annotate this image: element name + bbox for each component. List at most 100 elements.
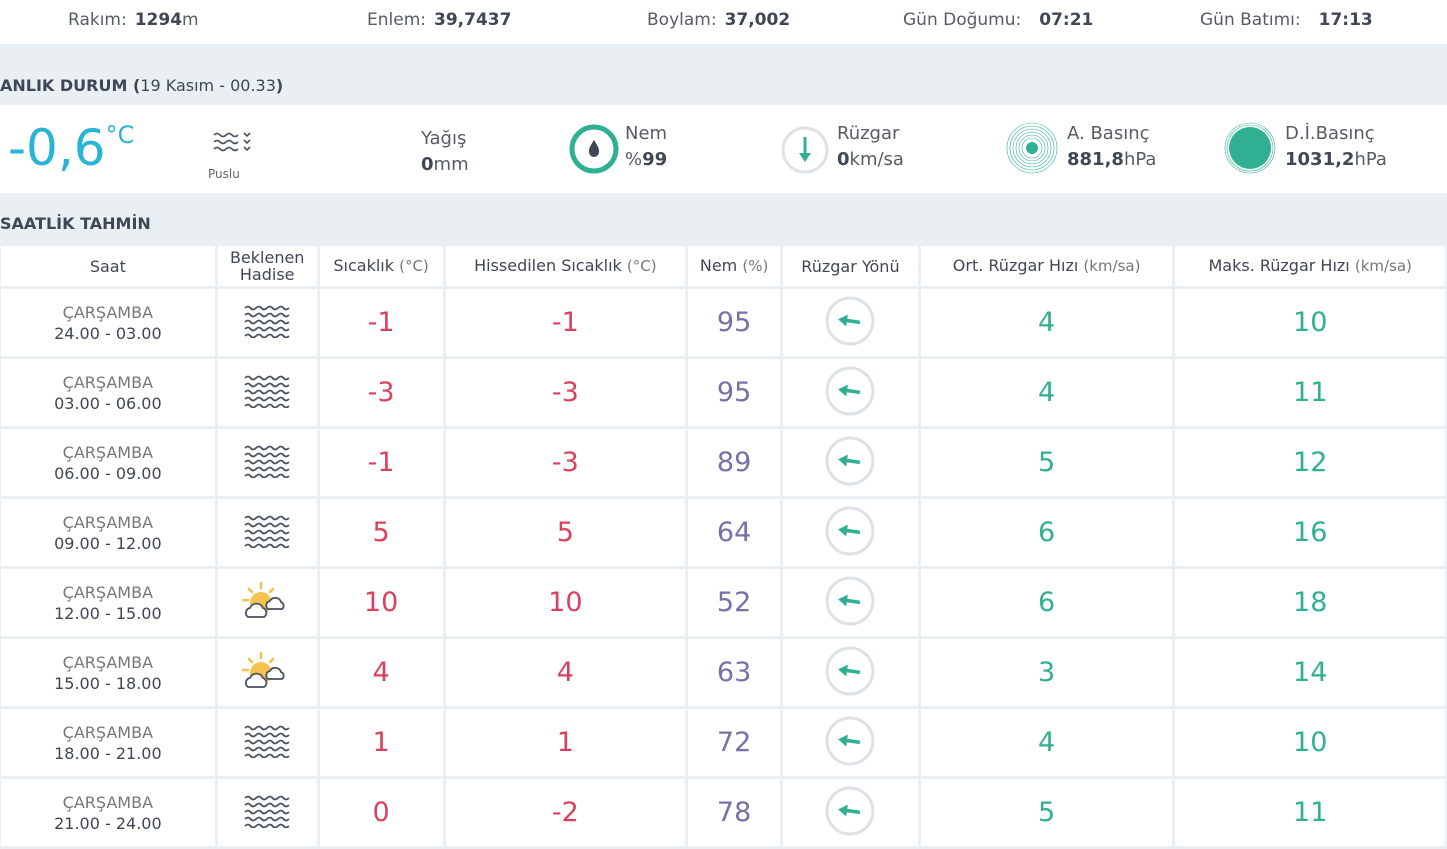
humidity-cell: 64: [688, 499, 781, 566]
feels-like-cell: -2: [445, 779, 686, 846]
pressure-icon: [1006, 122, 1058, 174]
rain-value: 0mm: [421, 154, 469, 175]
temp-cell: 0: [319, 779, 443, 846]
avg-wind-cell: 6: [920, 569, 1173, 636]
time-cell: ÇARŞAMBA 24.00 - 03.00: [1, 289, 215, 356]
pressure-value: 881,8hPa: [1067, 149, 1157, 170]
avg-wind-cell: 5: [920, 779, 1173, 846]
condition-cell: [217, 359, 317, 426]
condition-cell: [217, 569, 317, 636]
wind-direction-cell: [783, 779, 918, 846]
time-cell: ÇARŞAMBA 21.00 - 24.00: [1, 779, 215, 846]
table-row: ÇARŞAMBA 12.00 - 15.00 10 10 52 6 18: [1, 569, 1445, 636]
wind-direction-cell: [783, 359, 918, 426]
humidity-cell: 95: [688, 289, 781, 356]
sea-pressure-icon: [1224, 122, 1276, 174]
fog-icon: [244, 305, 290, 338]
condition-cell: [217, 709, 317, 776]
column-header: Maks. Rüzgar Hızı (km/sa): [1175, 246, 1445, 286]
wind-direction-icon: [825, 646, 875, 695]
wind-direction-icon: [825, 506, 875, 555]
table-row: ÇARŞAMBA 18.00 - 21.00 1 1 72 4 10: [1, 709, 1445, 776]
max-wind-cell: 10: [1175, 289, 1445, 356]
wind-direction-cell: [783, 499, 918, 566]
avg-wind-cell: 6: [920, 499, 1173, 566]
humidity-value: %99: [625, 149, 668, 170]
table-row: ÇARŞAMBA 06.00 - 09.00 -1 -3 89 5 12: [1, 429, 1445, 496]
feels-like-cell: 4: [445, 639, 686, 706]
feels-like-cell: -3: [445, 429, 686, 496]
humidity-cell: 89: [688, 429, 781, 496]
max-wind-cell: 12: [1175, 429, 1445, 496]
altitude-value: 1294: [134, 10, 183, 30]
condition-cell: [217, 429, 317, 496]
feels-like-cell: 10: [445, 569, 686, 636]
wind-value: 0km/sa: [837, 149, 904, 170]
column-header: Saat: [1, 246, 215, 286]
time-cell: ÇARŞAMBA 03.00 - 06.00: [1, 359, 215, 426]
avg-wind-cell: 4: [920, 359, 1173, 426]
location-info-bar: Rakım: 1294m Enlem: 39,7437 Boylam: 37,002 …: [0, 0, 1447, 44]
column-header: Rüzgar Yönü: [783, 246, 918, 286]
avg-wind-cell: 5: [920, 429, 1173, 496]
wind-direction-icon: [825, 576, 875, 625]
wind-direction-icon: [825, 436, 875, 485]
column-header: Hissedilen Sıcaklık (°C): [445, 246, 686, 286]
time-cell: ÇARŞAMBA 15.00 - 18.00: [1, 639, 215, 706]
wind-direction-icon: [825, 786, 875, 835]
avg-wind-cell: 3: [920, 639, 1173, 706]
wind-direction-cell: [783, 289, 918, 356]
max-wind-cell: 16: [1175, 499, 1445, 566]
wind-direction-icon: [825, 296, 875, 345]
wind-direction-icon: [825, 716, 875, 765]
condition-label: Puslu: [208, 167, 240, 181]
wind-direction-icon: [781, 126, 829, 174]
humidity-ring-icon: [569, 124, 619, 174]
max-wind-cell: 14: [1175, 639, 1445, 706]
sea-pressure-value: 1031,2hPa: [1285, 149, 1387, 170]
temp-cell: 10: [319, 569, 443, 636]
latitude: Enlem: 39,7437: [367, 10, 512, 30]
longitude: Boylam: 37,002: [647, 10, 791, 30]
feels-like-cell: -3: [445, 359, 686, 426]
wind-direction-cell: [783, 429, 918, 496]
feels-like-cell: -1: [445, 289, 686, 356]
wind-direction-icon: [825, 366, 875, 415]
table-row: ÇARŞAMBA 09.00 - 12.00 5 5 64 6 16: [1, 499, 1445, 566]
humidity-cell: 78: [688, 779, 781, 846]
max-wind-cell: 11: [1175, 779, 1445, 846]
fog-icon: [244, 375, 290, 408]
time-cell: ÇARŞAMBA 12.00 - 15.00: [1, 569, 215, 636]
partly-cloudy-icon: [241, 651, 285, 688]
time-cell: ÇARŞAMBA 09.00 - 12.00: [1, 499, 215, 566]
hourly-forecast-table: Saat Beklenen Hadise Sıcaklık (°C) Hissedil…: [0, 243, 1447, 849]
altitude: Rakım: 1294m: [68, 10, 199, 30]
avg-wind-cell: 4: [920, 289, 1173, 356]
temp-cell: 4: [319, 639, 443, 706]
table-row: ÇARŞAMBA 03.00 - 06.00 -3 -3 95 4 11: [1, 359, 1445, 426]
fog-icon: [244, 445, 290, 478]
condition-cell: [217, 779, 317, 846]
humidity-cell: 72: [688, 709, 781, 776]
temp-cell: -1: [319, 289, 443, 356]
humidity-cell: 95: [688, 359, 781, 426]
column-header: Sıcaklık (°C): [319, 246, 443, 286]
wind-direction-cell: [783, 569, 918, 636]
humidity-cell: 63: [688, 639, 781, 706]
fog-icon: [244, 725, 290, 758]
table-row: ÇARŞAMBA 21.00 - 24.00 0 -2 78 5 11: [1, 779, 1445, 846]
humidity-cell: 52: [688, 569, 781, 636]
fog-icon: [244, 795, 290, 828]
table-row: ÇARŞAMBA 15.00 - 18.00 4 4 63 3 14: [1, 639, 1445, 706]
column-header: Beklenen Hadise: [217, 246, 317, 286]
time-cell: ÇARŞAMBA 18.00 - 21.00: [1, 709, 215, 776]
temp-cell: 5: [319, 499, 443, 566]
temp-cell: -1: [319, 429, 443, 496]
feels-like-cell: 5: [445, 499, 686, 566]
wind-direction-cell: [783, 709, 918, 776]
sunset: Gün Batımı: 17:13: [1200, 10, 1373, 30]
condition-cell: [217, 499, 317, 566]
condition-cell: [217, 639, 317, 706]
temp-cell: -3: [319, 359, 443, 426]
current-title: ANLIK DURUM (19 Kasım - 00.33): [0, 75, 284, 95]
